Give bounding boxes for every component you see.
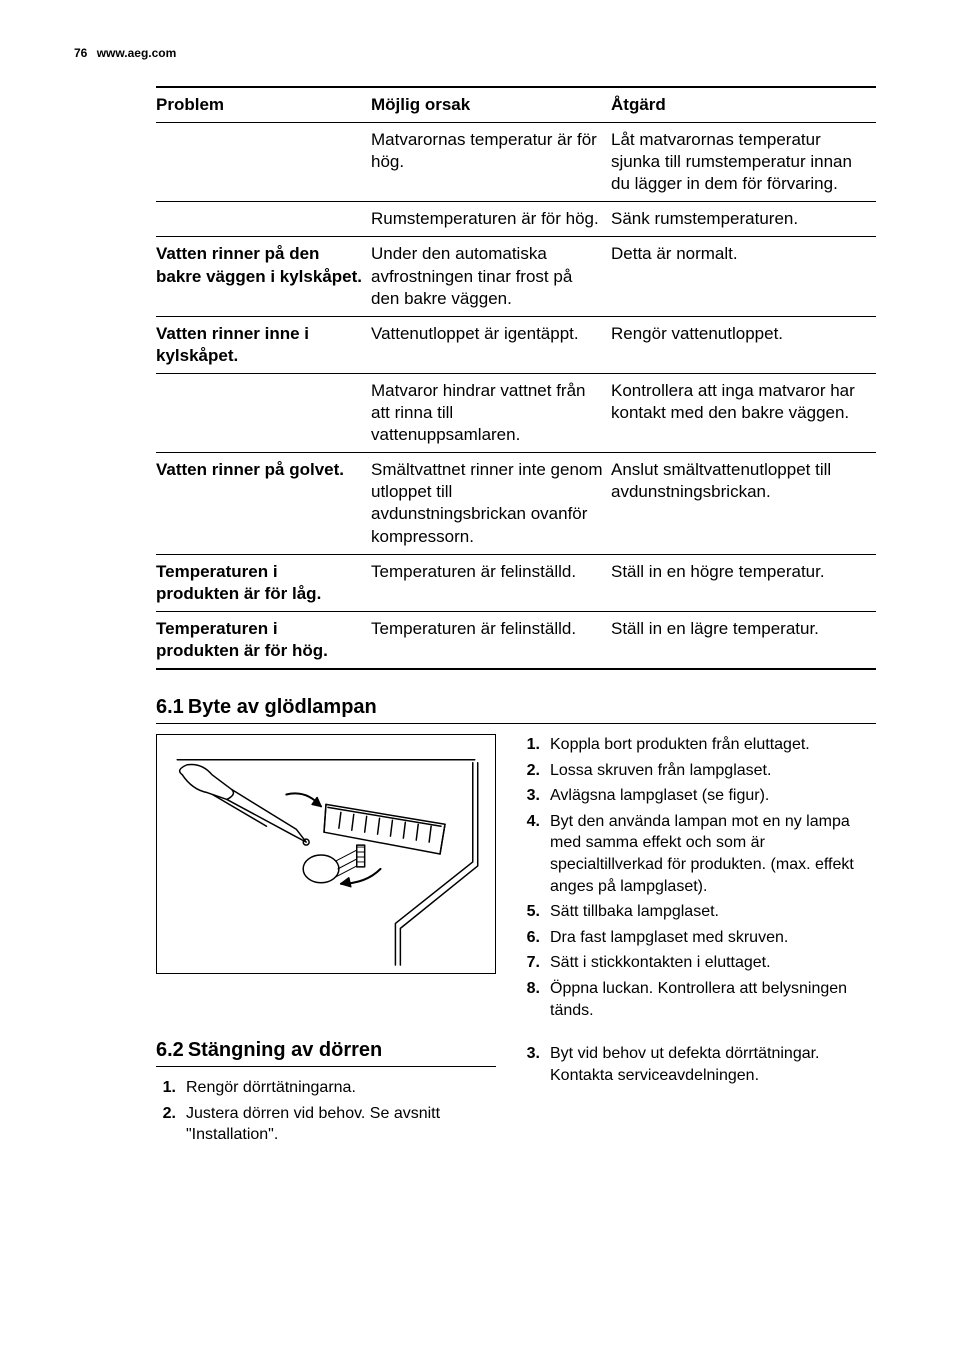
- step-text: Justera dörren vid behov. Se avsnitt "In…: [186, 1103, 496, 1146]
- steps-61: 1.Koppla bort produkten från eluttaget.2…: [520, 734, 876, 1025]
- section-title: Stängning av dörren: [188, 1039, 382, 1061]
- step-text: Sätt i stickkontakten i eluttaget.: [550, 952, 771, 974]
- table-cell: Temperaturen är felinställd.: [371, 554, 611, 611]
- list-item: 1.Koppla bort produkten från eluttaget.: [520, 734, 876, 756]
- step-num: 2.: [156, 1103, 186, 1146]
- table-cell: Detta är normalt.: [611, 237, 876, 316]
- table-cell: Smältvattnet rinner inte genom utloppet …: [371, 453, 611, 554]
- step-num: 2.: [520, 760, 550, 782]
- step-num: 3.: [520, 785, 550, 807]
- th-action: Åtgärd: [611, 87, 876, 123]
- step-num: 8.: [520, 978, 550, 1021]
- list-item: 6.Dra fast lampglaset med skruven.: [520, 927, 876, 949]
- table-cell: Matvarornas temperatur är för hög.: [371, 123, 611, 202]
- step-text: Koppla bort produkten från eluttaget.: [550, 734, 810, 756]
- th-cause: Möjlig orsak: [371, 87, 611, 123]
- table-cell: Ställ in en lägre temperatur.: [611, 611, 876, 669]
- step-text: Avlägsna lampglaset (se figur).: [550, 785, 769, 807]
- table-cell: [156, 123, 371, 202]
- table-cell: Anslut smältvattenutloppet till avdunstn…: [611, 453, 876, 554]
- table-cell: Sänk rumstemperaturen.: [611, 202, 876, 237]
- table-cell: Kontrollera att inga matvaror har kontak…: [611, 373, 876, 452]
- section-heading-62: 6.2Stängning av dörren: [156, 1039, 496, 1067]
- steps-62-left: 1.Rengör dörrtätningarna.2.Justera dörre…: [156, 1077, 496, 1146]
- step-num: 3.: [520, 1043, 550, 1086]
- section-title: Byte av glödlampan: [188, 696, 377, 718]
- step-text: Öppna luckan. Kontrollera att belysninge…: [550, 978, 876, 1021]
- page-number: 76: [74, 46, 87, 60]
- table-cell: [156, 202, 371, 237]
- table-cell: Temperaturen i produkten är för hög.: [156, 611, 371, 669]
- th-problem: Problem: [156, 87, 371, 123]
- table-cell: Vattenutloppet är igentäppt.: [371, 316, 611, 373]
- step-num: 7.: [520, 952, 550, 974]
- step-text: Byt den använda lampan mot en ny lampa m…: [550, 811, 876, 897]
- section-num: 6.1: [156, 696, 184, 718]
- list-item: 1.Rengör dörrtätningarna.: [156, 1077, 496, 1099]
- step-num: 4.: [520, 811, 550, 897]
- step-num: 1.: [520, 734, 550, 756]
- table-cell: Låt matvarornas temperatur sjunka till r…: [611, 123, 876, 202]
- table-cell: Under den automatiska avfrostningen tina…: [371, 237, 611, 316]
- list-item: 4.Byt den använda lampan mot en ny lampa…: [520, 811, 876, 897]
- list-item: 2.Justera dörren vid behov. Se avsnitt "…: [156, 1103, 496, 1146]
- list-item: 8.Öppna luckan. Kontrollera att belysnin…: [520, 978, 876, 1021]
- table-cell: Vatten rinner inne i kylskåpet.: [156, 316, 371, 373]
- step-text: Rengör dörrtätningarna.: [186, 1077, 356, 1099]
- steps-62-right: 3. Byt vid behov ut defekta dörrtätninga…: [520, 1043, 876, 1086]
- table-cell: Vatten rinner på golvet.: [156, 453, 371, 554]
- step-num: 6.: [520, 927, 550, 949]
- header-url: www.aeg.com: [97, 46, 177, 60]
- table-cell: Ställ in en högre temperatur.: [611, 554, 876, 611]
- step-text: Byt vid behov ut defekta dörrtätningar. …: [550, 1043, 876, 1086]
- step-num: 5.: [520, 901, 550, 923]
- step-num: 1.: [156, 1077, 186, 1099]
- list-item: 5.Sätt tillbaka lampglaset.: [520, 901, 876, 923]
- table-cell: Temperaturen är felinställd.: [371, 611, 611, 669]
- section-num: 6.2: [156, 1039, 184, 1061]
- list-item: 3. Byt vid behov ut defekta dörrtätninga…: [520, 1043, 876, 1086]
- list-item: 2.Lossa skruven från lampglaset.: [520, 760, 876, 782]
- table-cell: Matvaror hindrar vattnet från att rinna …: [371, 373, 611, 452]
- section-heading-61: 6.1Byte av glödlampan: [156, 696, 876, 724]
- page-header: 76 www.aeg.com: [74, 46, 894, 60]
- step-text: Lossa skruven från lampglaset.: [550, 760, 771, 782]
- table-cell: Rumstemperaturen är för hög.: [371, 202, 611, 237]
- table-cell: Temperaturen i produkten är för låg.: [156, 554, 371, 611]
- list-item: 7.Sätt i stickkontakten i eluttaget.: [520, 952, 876, 974]
- lamp-figure: [156, 734, 496, 974]
- table-cell: Rengör vattenutloppet.: [611, 316, 876, 373]
- step-text: Dra fast lampglaset med skruven.: [550, 927, 788, 949]
- table-cell: [156, 373, 371, 452]
- troubleshooting-table: Problem Möjlig orsak Åtgärd Matvarornas …: [156, 86, 876, 670]
- table-cell: Vatten rinner på den bakre väggen i kyls…: [156, 237, 371, 316]
- list-item: 3.Avlägsna lampglaset (se figur).: [520, 785, 876, 807]
- step-text: Sätt tillbaka lampglaset.: [550, 901, 719, 923]
